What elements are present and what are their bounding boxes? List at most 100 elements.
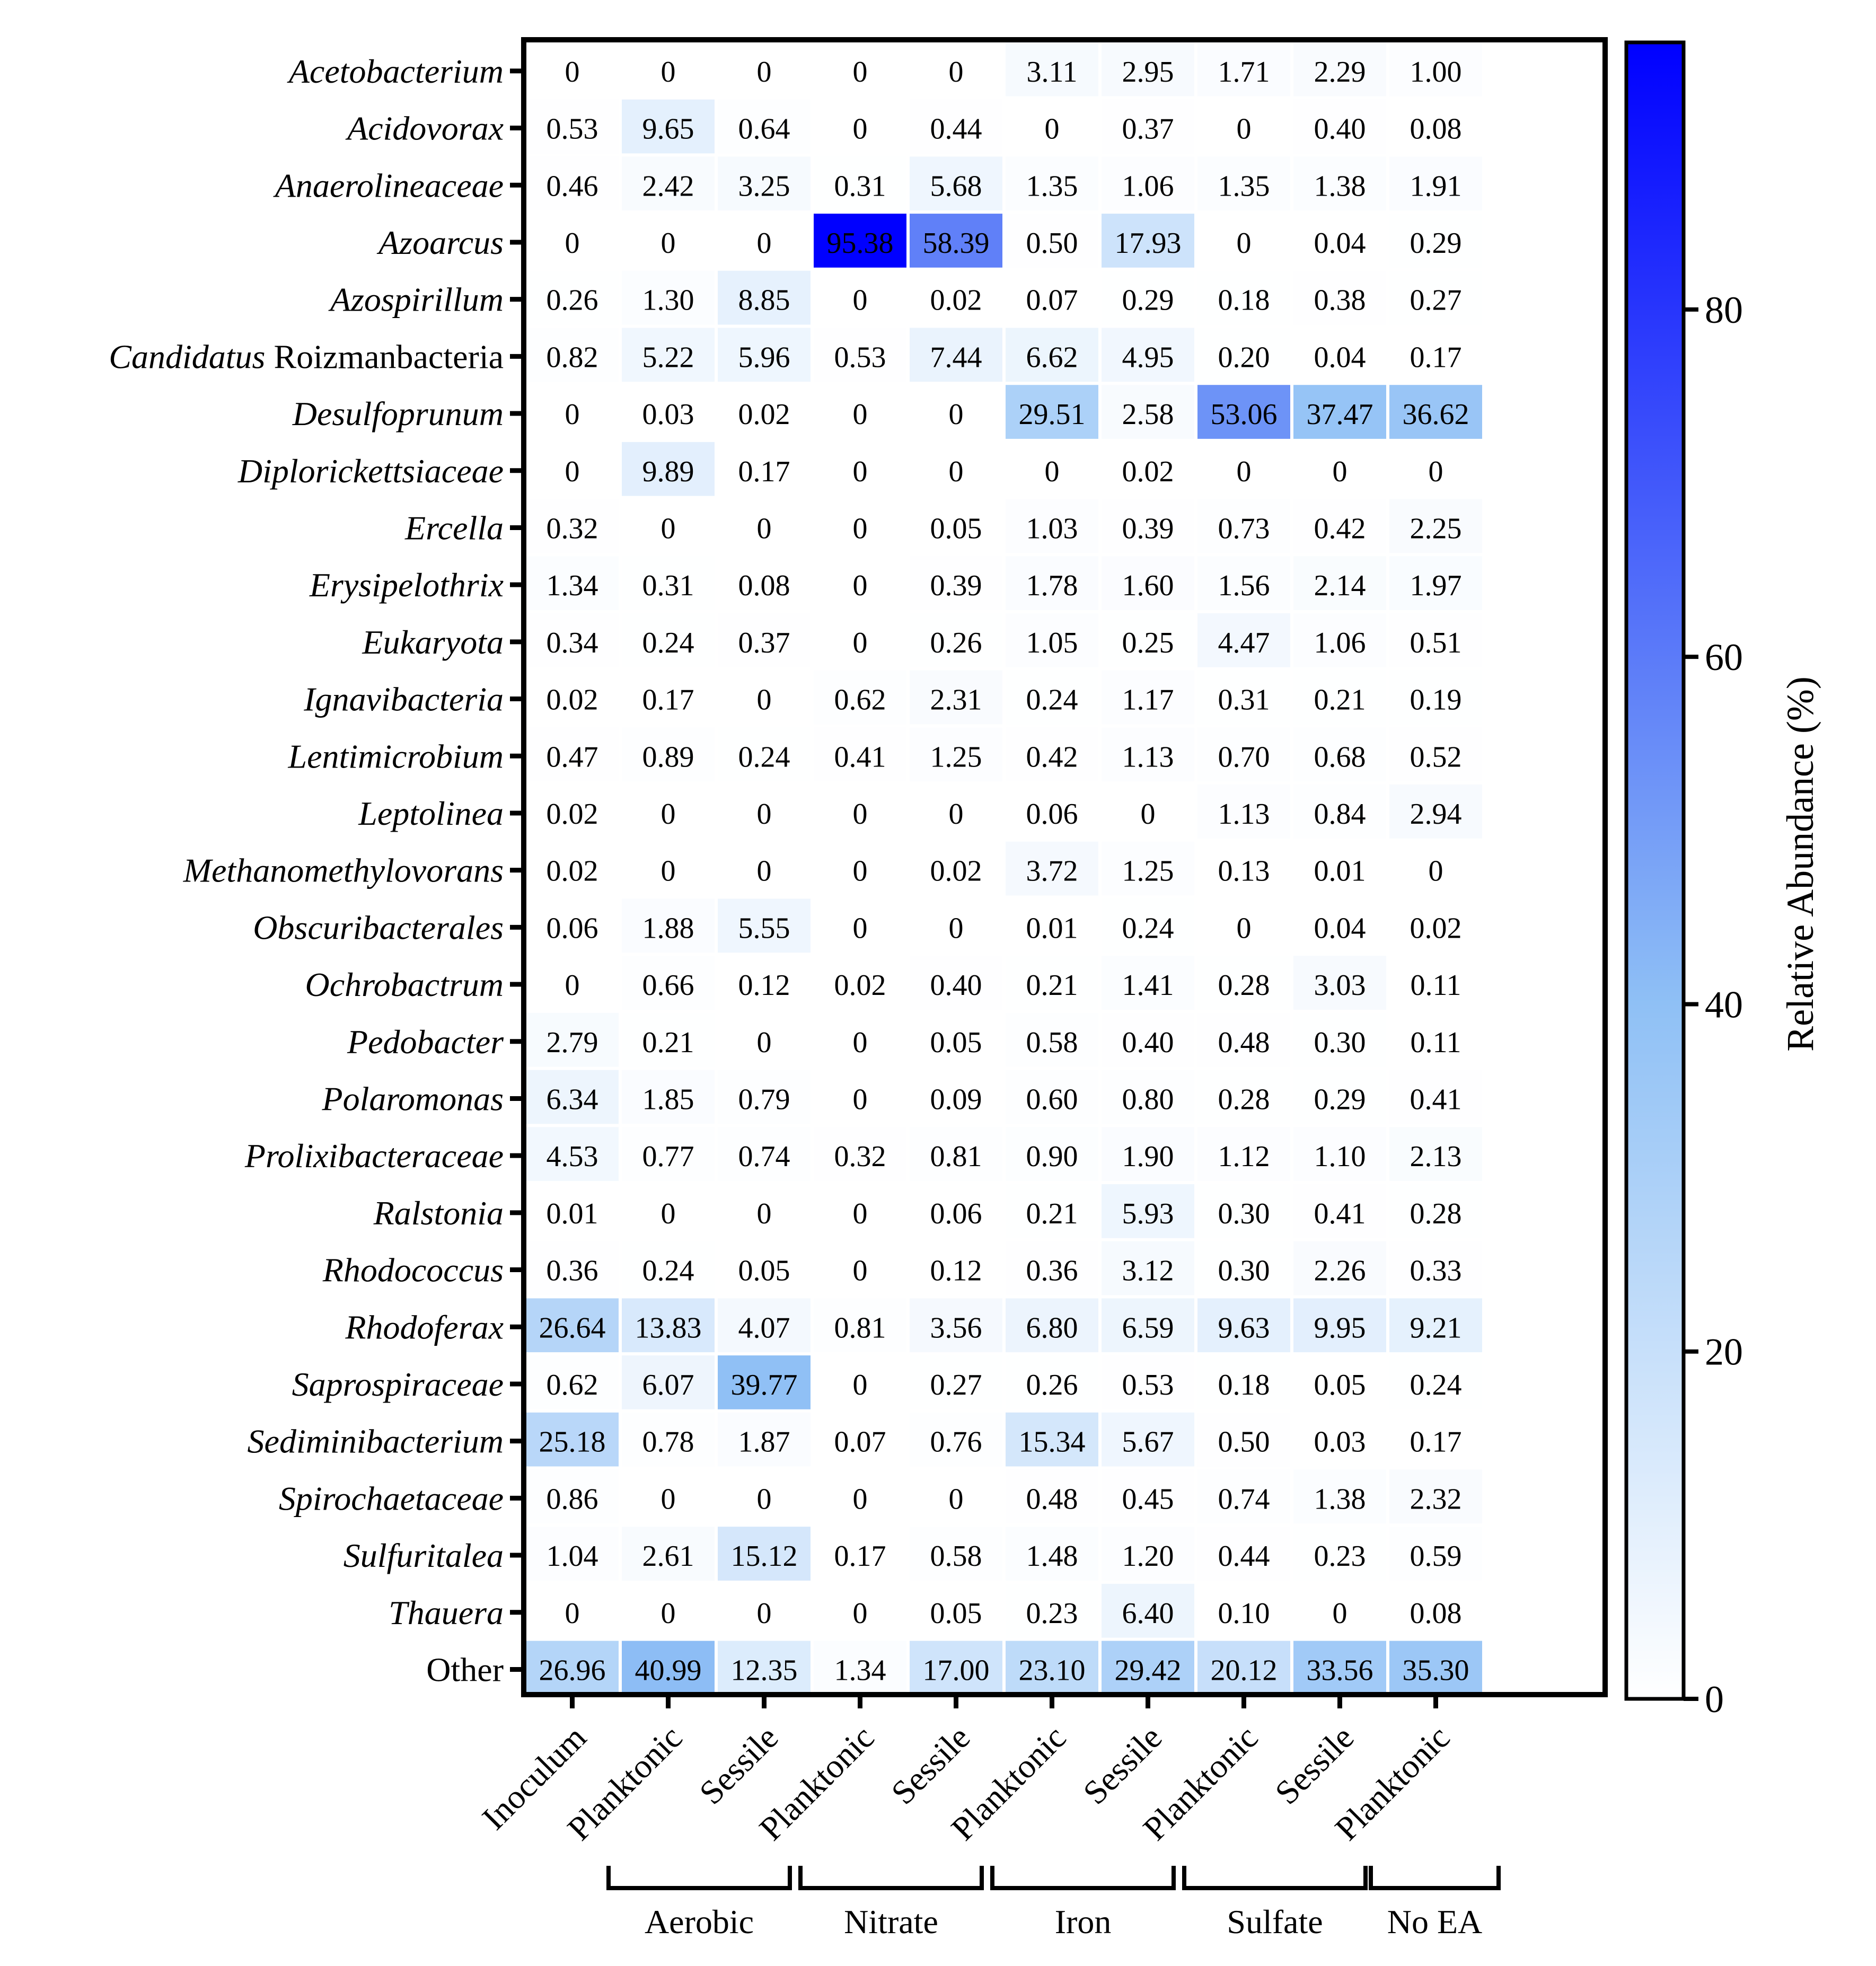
heatmap-cell: [814, 99, 906, 154]
heatmap-cell: [1197, 727, 1290, 782]
cell-value: 0.26: [547, 284, 598, 317]
heatmap-cell: [622, 784, 715, 839]
heatmap-cell: [718, 1184, 811, 1238]
heatmap-cell: [814, 1012, 906, 1067]
cell-value: 0: [565, 1597, 580, 1630]
cell-value: 0.90: [1026, 1140, 1078, 1173]
heatmap-cell: [910, 1583, 1002, 1638]
cell-value: 0.24: [1410, 1369, 1462, 1401]
heatmap-cell: [1293, 1127, 1386, 1181]
heatmap-cell: [1006, 442, 1098, 496]
heatmap-cell: [1389, 1583, 1482, 1638]
cell-value: 0.81: [834, 1311, 886, 1344]
cell-value: 0.19: [1410, 684, 1462, 717]
heatmap-cell: [814, 727, 906, 782]
heatmap-cell: [814, 1583, 906, 1638]
heatmap-cell: [1102, 556, 1194, 610]
heatmap-cell: [622, 328, 715, 382]
heatmap-cell: [526, 1469, 619, 1524]
cell-value: 0.08: [1410, 1597, 1462, 1630]
cell-value: 0.28: [1218, 969, 1270, 1002]
cell-value: 0.24: [642, 1255, 694, 1288]
cell-value: 0.60: [1026, 1083, 1078, 1116]
heatmap-cell: [1293, 1412, 1386, 1467]
cell-value: 0.02: [1410, 912, 1462, 945]
cell-value: 0.66: [642, 969, 694, 1002]
cell-value: 33.56: [1307, 1654, 1373, 1687]
heatmap-cell: [1389, 499, 1482, 553]
heatmap-cell: [1293, 1184, 1386, 1238]
heatmap-cell: [1197, 42, 1290, 96]
cell-value: 2.94: [1410, 798, 1462, 831]
cell-value: 0.39: [930, 569, 982, 602]
heatmap-cell: [1389, 99, 1482, 154]
row-labels: Acetobacterium Acidovorax Anaerolineaceae A…: [109, 52, 524, 1688]
heatmap-cell: [1102, 1527, 1194, 1581]
cell-value: 2.25: [1410, 512, 1462, 545]
heatmap-cell: [814, 1412, 906, 1467]
cell-value: 0.70: [1218, 740, 1270, 773]
heatmap-cell: [1102, 841, 1194, 896]
cell-value: 0.80: [1122, 1083, 1174, 1116]
cell-value: 39.77: [731, 1369, 798, 1401]
heatmap-cell: [1006, 1070, 1098, 1124]
heatmap-cell: [1293, 727, 1386, 782]
row-label: Ochrobactrum: [305, 966, 504, 1003]
group-brackets: Aerobic Nitrate Iron Sulfate No EA: [606, 1866, 1501, 1941]
heatmap-cell: [718, 99, 811, 154]
cell-value: 0: [757, 227, 772, 260]
heatmap-cell: [718, 1298, 811, 1353]
heatmap-cell: [1006, 1355, 1098, 1409]
heatmap-frame: [521, 37, 1608, 1697]
heatmap-cell: [910, 1241, 1002, 1295]
cell-value: 2.61: [642, 1540, 694, 1573]
cell-value: 0.21: [642, 1026, 694, 1059]
cell-value: 17.93: [1115, 227, 1182, 260]
cell-value: 6.62: [1026, 341, 1078, 374]
heatmap-cell: [622, 99, 715, 154]
heatmap-cell: [1389, 1298, 1482, 1353]
heatmap-cell: [718, 956, 811, 1010]
cell-value: 0: [1237, 227, 1252, 260]
heatmap-cell: [718, 270, 811, 325]
cell-value: 0.24: [738, 740, 790, 773]
cell-value: 0.03: [642, 398, 694, 431]
cell-value: 13.83: [635, 1311, 702, 1344]
heatmap-cell: [1102, 898, 1194, 953]
heatmap-cell: [1293, 42, 1386, 96]
cell-value: 0.23: [1026, 1597, 1078, 1630]
heatmap-cell: [1102, 270, 1194, 325]
cell-value: 1.35: [1026, 170, 1078, 202]
cell-value: 9.89: [642, 455, 694, 488]
heatmap-cell: [1006, 670, 1098, 725]
heatmap-cell: [1293, 1241, 1386, 1295]
cell-value: 6.59: [1122, 1311, 1174, 1344]
heatmap-cell: [718, 385, 811, 439]
heatmap-cell: [622, 1412, 715, 1467]
column-label: Sessile: [1076, 1718, 1169, 1812]
heatmap-cell: [1293, 328, 1386, 382]
group-bracket: [990, 1866, 1176, 1890]
cell-value: 0: [853, 627, 868, 659]
heatmap-cell: [1293, 1641, 1386, 1695]
cell-value: 17.00: [923, 1654, 990, 1687]
cell-value: 0.11: [1411, 1026, 1461, 1059]
cell-value: 0.07: [834, 1426, 886, 1459]
cell-value: 0.82: [547, 341, 598, 374]
heatmap-cell: [1197, 784, 1290, 839]
heatmap-cell: [1102, 1012, 1194, 1067]
cell-value: 1.17: [1122, 684, 1174, 717]
heatmap-cell: [910, 670, 1002, 725]
cell-value: 0.17: [834, 1540, 886, 1573]
cell-value: 5.55: [738, 912, 790, 945]
cell-value: 3.72: [1026, 855, 1078, 888]
heatmap-cell: [1197, 499, 1290, 553]
cell-value: 0.86: [547, 1483, 598, 1515]
cell-value: 0.07: [1026, 284, 1078, 317]
heatmap-cell: [1197, 841, 1290, 896]
cell-value: 0: [1237, 912, 1252, 945]
heatmap-cell: [1006, 1412, 1098, 1467]
cell-value: 58.39: [923, 227, 990, 260]
cell-value: 0.01: [547, 1197, 598, 1230]
heatmap-cell: [622, 42, 715, 96]
